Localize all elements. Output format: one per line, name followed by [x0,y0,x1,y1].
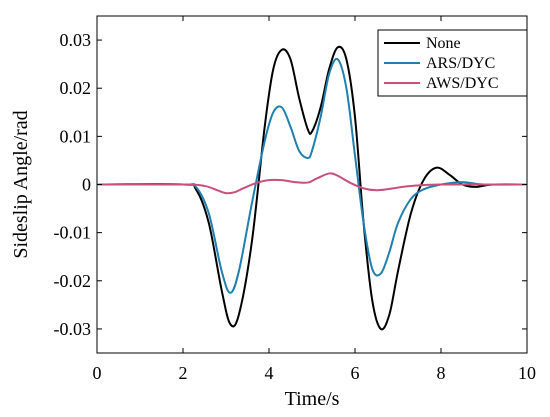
x-tick-label: 0 [93,363,102,383]
x-tick-label: 4 [265,363,274,383]
axis-layer: 0 2 4 6 8 10 -0.03 -0.02 -0.01 0 0.01 0.02 0.03 [54,16,536,383]
y-tick-label: -0.01 [54,223,92,243]
y-tick-label: 0 [82,175,91,195]
series-layer [96,45,528,331]
x-tick-label: 2 [179,363,188,383]
y-axis-title: Sideslip Angle/rad [10,110,32,258]
x-tick-label: 10 [518,363,536,383]
legend-label-ars-dyc: ARS/DYC [426,55,495,72]
x-axis-title: Time/s [285,388,340,410]
y-tick-label: -0.02 [54,271,92,291]
series-line-aws-dyc [96,172,527,195]
legend: None ARS/DYC AWS/DYC [377,29,528,97]
legend-label-none: None [426,35,461,52]
legend-label-aws-dyc: AWS/DYC [426,75,499,92]
y-tick-label: 0.01 [60,126,92,146]
x-tick-label: 6 [351,363,360,383]
x-tick-label: 8 [437,363,446,383]
y-tick-label: 0.03 [60,30,92,50]
y-tick-label: -0.03 [54,319,92,339]
y-tick-label: 0.02 [60,78,92,98]
series-line-none [96,45,528,331]
series-line-ars-dyc [96,57,528,294]
